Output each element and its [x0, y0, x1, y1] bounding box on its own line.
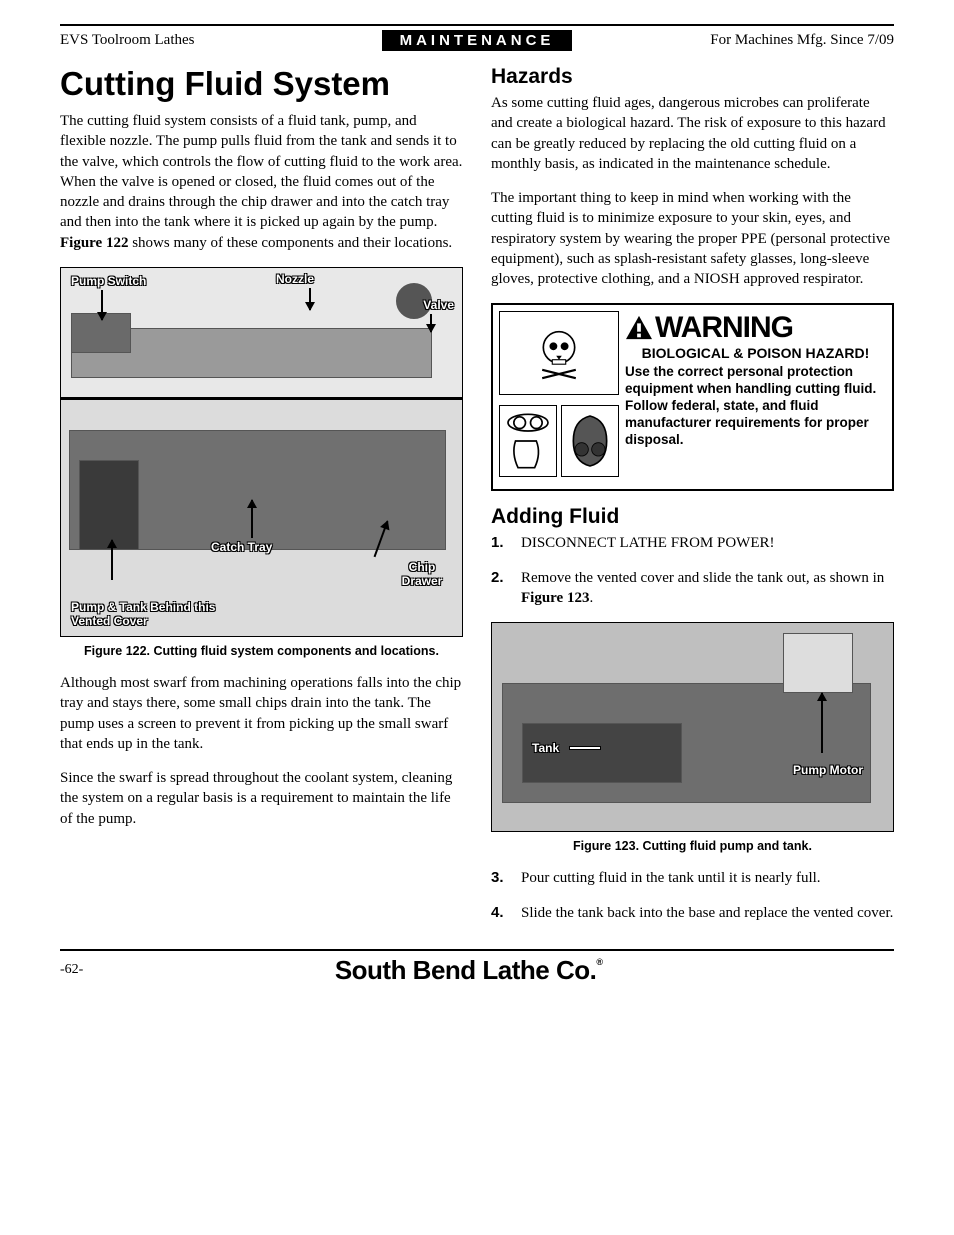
- ppe-icons-row: [499, 399, 619, 483]
- figure-ref-122: Figure 122: [60, 235, 128, 251]
- figure-123-caption: Figure 123. Cutting fluid pump and tank.: [491, 838, 894, 854]
- callout-chip-drawer: Chip Drawer: [392, 560, 452, 588]
- intro-text-c: shows many of these components and their…: [128, 235, 452, 251]
- step-2-text-a: Remove the vented cover and slide the ta…: [521, 570, 884, 586]
- step-2-text-c: .: [589, 590, 593, 606]
- warning-word-text: WARNING: [655, 311, 793, 345]
- arrow-icon: [570, 747, 600, 749]
- callout-nozzle: Nozzle: [276, 272, 314, 286]
- header-center-badge: MAINTENANCE: [382, 30, 573, 51]
- content-columns: Cutting Fluid System The cutting fluid s…: [60, 65, 894, 937]
- arrow-icon: [821, 693, 823, 753]
- figure-ref-123: Figure 123: [521, 590, 589, 606]
- arrow-icon: [101, 290, 103, 320]
- warning-body-text: Use the correct personal protection equi…: [625, 364, 886, 448]
- page-header: EVS Toolroom Lathes MAINTENANCE For Mach…: [60, 30, 894, 51]
- callout-valve: Valve: [423, 298, 454, 312]
- adding-fluid-title: Adding Fluid: [491, 505, 894, 529]
- callout-pump-switch: Pump Switch: [71, 274, 146, 288]
- steps-list-cont: Pour cutting fluid in the tank until it …: [491, 868, 894, 923]
- step-4: Slide the tank back into the base and re…: [491, 903, 894, 923]
- intro-text-a: The cutting fluid system consists of a f…: [60, 113, 462, 230]
- warning-box: WARNING BIOLOGICAL & POISON HAZARD! Use …: [491, 303, 894, 491]
- hazards-p2: The important thing to keep in mind when…: [491, 188, 894, 289]
- step-3: Pour cutting fluid in the tank until it …: [491, 868, 894, 888]
- callout-tank: Tank: [532, 741, 559, 755]
- respirator-icon: [561, 405, 619, 477]
- left-column: Cutting Fluid System The cutting fluid s…: [60, 65, 463, 937]
- figure-122: Pump Switch Nozzle Valve Catch Tray Chip…: [60, 267, 463, 637]
- section-title: Cutting Fluid System: [60, 65, 463, 103]
- callout-pump-tank: Pump & Tank Behind this Vented Cover: [71, 600, 231, 628]
- arrow-icon: [251, 500, 253, 538]
- header-right-text: For Machines Mfg. Since 7/09: [572, 32, 894, 49]
- warning-icon-grid: [499, 311, 619, 483]
- top-rule: [60, 24, 894, 26]
- arrow-icon: [111, 540, 113, 580]
- skull-icon: [499, 311, 619, 395]
- steps-list: DISCONNECT LATHE FROM POWER! Remove the …: [491, 533, 894, 608]
- arrow-icon: [430, 314, 432, 332]
- figure-123: Tank Pump Motor: [491, 622, 894, 832]
- figure-122-top-panel: Pump Switch Nozzle Valve: [61, 268, 462, 400]
- step-1: DISCONNECT LATHE FROM POWER!: [491, 533, 894, 553]
- warning-text-block: WARNING BIOLOGICAL & POISON HAZARD! Use …: [625, 311, 886, 483]
- figure-122-caption: Figure 122. Cutting fluid system compone…: [60, 643, 463, 659]
- registered-mark: ®: [596, 957, 602, 967]
- hazards-p1: As some cutting fluid ages, dangerous mi…: [491, 93, 894, 174]
- callout-catch-tray: Catch Tray: [211, 540, 272, 554]
- warning-triangle-icon: [625, 315, 653, 341]
- step-2: Remove the vented cover and slide the ta…: [491, 568, 894, 609]
- warning-subtitle: BIOLOGICAL & POISON HAZARD!: [625, 345, 886, 362]
- arrow-icon: [309, 288, 311, 310]
- page-number: -62-: [60, 962, 83, 978]
- callout-pump-motor: Pump Motor: [793, 763, 863, 777]
- header-left-text: EVS Toolroom Lathes: [60, 32, 382, 49]
- brand-text: South Bend Lathe Co.: [335, 955, 597, 985]
- swarf-paragraph: Although most swarf from machining opera…: [60, 673, 463, 754]
- warning-heading: WARNING: [625, 311, 886, 345]
- figure-122-bottom-panel: Catch Tray Chip Drawer Pump & Tank Behin…: [61, 400, 462, 636]
- hazards-title: Hazards: [491, 65, 894, 89]
- cleaning-paragraph: Since the swarf is spread throughout the…: [60, 768, 463, 829]
- goggles-glove-icon: [499, 405, 557, 477]
- brand-footer: South Bend Lathe Co.®: [83, 955, 854, 986]
- page-footer: -62- South Bend Lathe Co.®: [60, 949, 894, 986]
- right-column: Hazards As some cutting fluid ages, dang…: [491, 65, 894, 937]
- intro-paragraph: The cutting fluid system consists of a f…: [60, 111, 463, 253]
